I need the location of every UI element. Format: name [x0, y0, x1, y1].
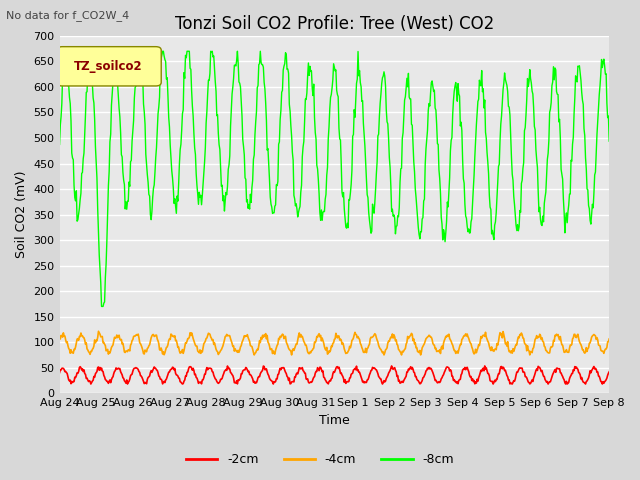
Title: Tonzi Soil CO2 Profile: Tree (West) CO2: Tonzi Soil CO2 Profile: Tree (West) CO2 — [175, 15, 494, 33]
X-axis label: Time: Time — [319, 414, 349, 427]
FancyBboxPatch shape — [57, 47, 161, 86]
Text: TZ_soilco2: TZ_soilco2 — [74, 60, 142, 73]
Text: No data for f_CO2W_4: No data for f_CO2W_4 — [6, 10, 130, 21]
Legend: -2cm, -4cm, -8cm: -2cm, -4cm, -8cm — [181, 448, 459, 471]
Y-axis label: Soil CO2 (mV): Soil CO2 (mV) — [15, 171, 28, 258]
